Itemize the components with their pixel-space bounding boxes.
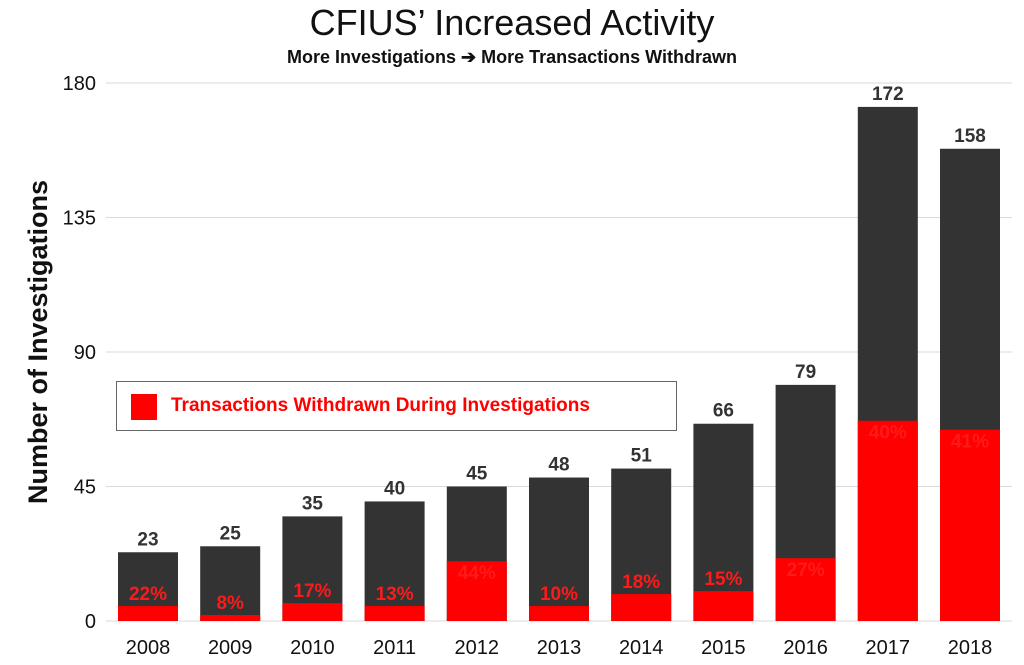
- bar-withdrawn: [118, 606, 178, 621]
- percent-data-label: 27%: [787, 560, 825, 581]
- total-data-label: 35: [302, 493, 324, 514]
- y-axis-ticks: 0 45 90 135 180: [63, 73, 96, 633]
- total-data-label: 40: [384, 478, 405, 499]
- x-tick-label: 2017: [866, 637, 911, 659]
- percent-data-label: 15%: [704, 569, 742, 590]
- chart-title: CFIUS’ Increased Activity: [309, 2, 715, 43]
- total-data-label: 51: [631, 446, 653, 467]
- percent-data-label: 41%: [951, 432, 989, 453]
- x-tick-label: 2015: [701, 637, 746, 659]
- x-tick-label: 2012: [455, 637, 500, 659]
- total-data-label: 25: [220, 523, 242, 544]
- total-data-label: 172: [872, 84, 904, 105]
- total-data-label: 66: [713, 401, 734, 422]
- bar-total: [200, 546, 261, 621]
- x-tick-label: 2009: [208, 637, 253, 659]
- legend-label-withdrawn: Transactions Withdrawn During Investigat…: [171, 395, 590, 416]
- percent-data-label: 8%: [216, 593, 244, 614]
- bar-withdrawn: [200, 615, 261, 621]
- bar-withdrawn: [611, 594, 672, 621]
- bar-withdrawn: [446, 561, 507, 621]
- total-data-label: 158: [954, 126, 986, 147]
- y-tick-label: 180: [63, 73, 96, 95]
- bar-withdrawn: [940, 429, 1000, 621]
- bar-withdrawn: [282, 603, 343, 621]
- x-tick-label: 2014: [619, 637, 664, 659]
- percent-data-label: 44%: [458, 563, 496, 584]
- x-tick-label: 2018: [948, 637, 993, 659]
- y-axis-label: Number of Investigations: [23, 180, 53, 504]
- bar-withdrawn: [364, 606, 425, 621]
- total-data-label: 48: [548, 455, 569, 476]
- x-tick-label: 2016: [783, 637, 828, 659]
- x-axis-ticks: 2008 2009 2010 2011 2012 2013 2014 2015 2016 2017…: [126, 637, 993, 659]
- bar-withdrawn: [693, 591, 754, 621]
- bar-withdrawn: [857, 420, 918, 621]
- bar-total: [693, 423, 754, 621]
- percent-data-label: 10%: [540, 584, 578, 605]
- total-data-label: 79: [795, 362, 816, 383]
- bar-total: [529, 477, 589, 621]
- percent-data-label: 13%: [376, 584, 414, 605]
- y-tick-label: 135: [63, 208, 96, 230]
- y-tick-label: 90: [74, 342, 96, 364]
- x-tick-label: 2010: [290, 637, 335, 659]
- legend-swatch-withdrawn: [131, 394, 157, 420]
- percent-data-label: 22%: [129, 584, 167, 605]
- bar-withdrawn: [775, 558, 836, 621]
- bars: 23 22% 25 8% 35 17% 40 13% 45 44% 48 10% 51 18% 66 15% 7…: [118, 84, 1000, 621]
- bar-total: [364, 501, 425, 621]
- chart-subtitle: More Investigations ➔ More Transactions …: [287, 47, 737, 67]
- y-tick-label: 0: [85, 611, 96, 633]
- percent-data-label: 40%: [869, 423, 907, 444]
- percent-data-label: 18%: [622, 572, 660, 593]
- legend: Transactions Withdrawn During Investigat…: [116, 381, 677, 431]
- x-tick-label: 2013: [537, 637, 582, 659]
- total-data-label: 45: [466, 464, 488, 485]
- x-tick-label: 2011: [373, 637, 416, 659]
- percent-data-label: 17%: [293, 581, 331, 602]
- bar-withdrawn: [529, 606, 589, 621]
- x-tick-label: 2008: [126, 637, 171, 659]
- total-data-label: 23: [137, 529, 158, 550]
- y-tick-label: 45: [74, 477, 96, 499]
